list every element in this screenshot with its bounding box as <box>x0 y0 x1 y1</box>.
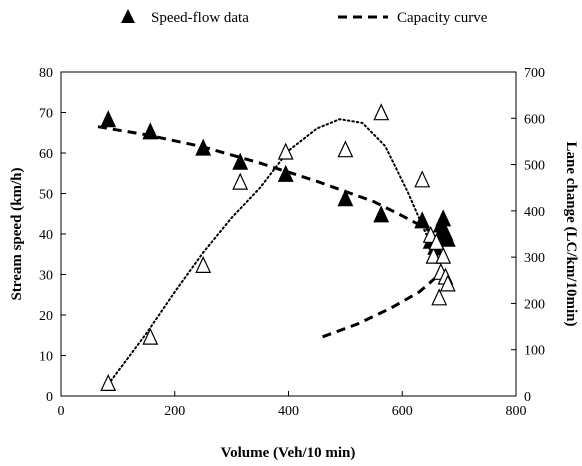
y2-tick-label: 200 <box>524 297 545 312</box>
speed-flow-point <box>277 164 294 182</box>
y-axis-right-title: Lane change (LC/km/10min) <box>563 141 579 326</box>
y-tick-label: 50 <box>39 188 53 203</box>
y2-tick-label: 500 <box>524 159 545 174</box>
legend: Speed-flow data Capacity curve <box>121 9 488 26</box>
lane-change-point <box>277 142 294 160</box>
speed-flow-point <box>195 138 212 156</box>
lane-change-point <box>142 327 159 345</box>
lane-change-point <box>414 170 431 188</box>
dashed-curve-4 <box>322 273 441 339</box>
speed-flow-point <box>435 209 452 227</box>
x-tick-label: 600 <box>392 404 413 419</box>
y-tick-label: 80 <box>39 66 53 81</box>
dashed-curve-1 <box>97 125 441 240</box>
series-layer <box>97 103 456 391</box>
y2-tick-label: 300 <box>524 251 545 266</box>
x-axis-title: Volume (Veh/10 min) <box>221 445 356 461</box>
speed-flow-point <box>337 189 354 207</box>
lane-change-point <box>439 274 456 292</box>
lane-change-point <box>425 246 442 264</box>
y-tick-label: 20 <box>39 309 53 324</box>
y-tick-label: 10 <box>39 350 53 365</box>
legend-filled-triangle-marker <box>121 9 135 23</box>
y-tick-label: 70 <box>39 107 53 122</box>
y-axis-left-ticks: 0 10 20 30 40 50 60 70 80 <box>39 66 66 405</box>
lane-change-point <box>373 103 390 121</box>
x-axis-ticks: 0 200 400 600 800 <box>58 391 527 419</box>
lane-change-point <box>232 172 249 190</box>
speed-flow-point <box>439 229 456 247</box>
lane-change-point <box>428 232 445 250</box>
y2-tick-label: 600 <box>524 112 545 127</box>
y-axis-right-ticks: 0 100 200 300 400 500 600 700 <box>511 66 545 405</box>
speed-flow-point <box>373 205 390 223</box>
legend-label-speed-flow: Speed-flow data <box>151 10 249 26</box>
y2-tick-label: 0 <box>524 390 531 405</box>
lane-change-point <box>337 140 354 158</box>
x-tick-label: 200 <box>164 404 185 419</box>
y-tick-label: 0 <box>46 390 53 405</box>
dotted-curve-3 <box>107 118 441 386</box>
speed-flow-point <box>142 122 159 140</box>
y2-tick-label: 700 <box>524 66 545 81</box>
y-tick-label: 60 <box>39 147 53 162</box>
y2-tick-label: 400 <box>524 205 545 220</box>
y2-tick-label: 100 <box>524 344 545 359</box>
y-tick-label: 40 <box>39 228 53 243</box>
y-tick-label: 30 <box>39 269 53 284</box>
x-tick-label: 400 <box>278 404 299 419</box>
speed-flow-point <box>232 152 249 170</box>
speed-flow-point <box>414 211 431 229</box>
lane-change-point <box>195 255 212 273</box>
legend-label-capacity-curve: Capacity curve <box>397 10 488 26</box>
lane-change-point <box>431 288 448 306</box>
x-tick-label: 0 <box>58 404 65 419</box>
lane-change-point <box>100 373 117 391</box>
x-tick-label: 800 <box>506 404 527 419</box>
y-axis-left-title: Stream speed (km/h) <box>9 167 25 300</box>
lane-change-point <box>435 246 452 264</box>
speed-flow-point <box>100 110 117 128</box>
